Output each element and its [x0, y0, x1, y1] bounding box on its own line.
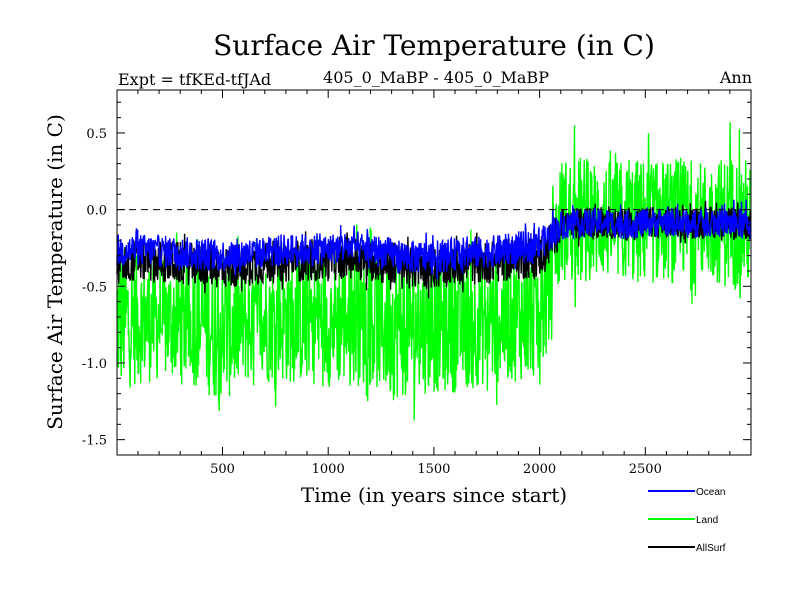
x-tick-label: 1500 [417, 462, 450, 477]
legend-label-ocean: Ocean [696, 487, 725, 498]
x-tick-label: 2000 [523, 462, 556, 477]
x-tick-label: 2500 [629, 462, 662, 477]
legend-label-land: Land [696, 515, 718, 526]
experiment-label: Expt = tfKEd-tfJAd [118, 70, 271, 89]
series-line-ocean [116, 199, 752, 280]
y-tick-label: -1.5 [82, 434, 107, 449]
x-tick-label: 1000 [312, 462, 345, 477]
x-tick-label: 500 [210, 462, 235, 477]
chart-title: Surface Air Temperature (in C) [213, 29, 655, 62]
y-tick-label: -1.0 [82, 357, 107, 372]
y-axis-label: Surface Air Temperature (in C) [43, 114, 67, 430]
y-tick-label: -0.5 [82, 280, 107, 295]
legend: Ocean Land AllSurf [648, 487, 726, 554]
plot-area: 500 1000 1500 2000 2500 -1.5 -1.0 -0.5 0.0 0.5 [82, 89, 752, 477]
y-tick-label: 0.0 [86, 204, 107, 219]
legend-label-allsurf: AllSurf [696, 543, 726, 554]
y-tick-label: 0.5 [86, 127, 107, 142]
period-label: 405_0_MaBP - 405_0_MaBP [323, 68, 549, 87]
series-line-land [116, 122, 752, 421]
x-axis-label: Time (in years since start) [301, 483, 567, 507]
season-label: Ann [719, 68, 752, 87]
